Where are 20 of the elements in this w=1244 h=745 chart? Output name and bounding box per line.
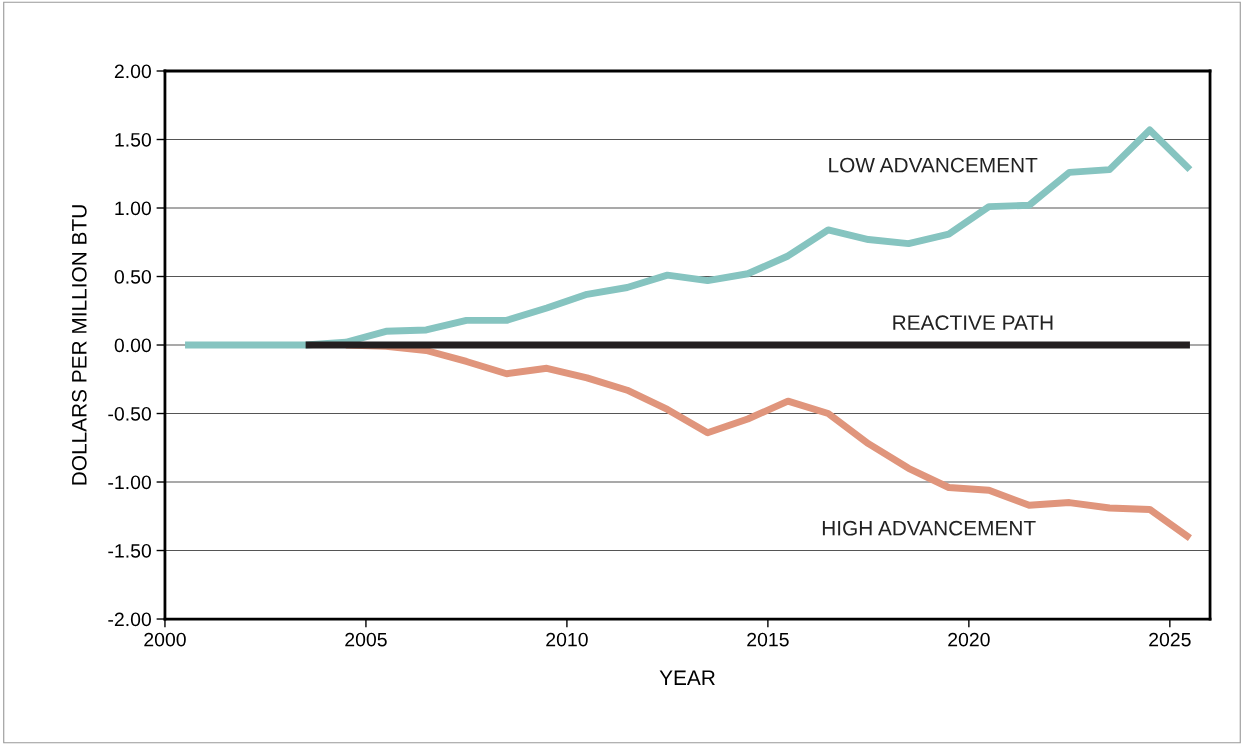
y-tick-label: -1.00 [108,475,151,490]
y-tick-label: 2.00 [114,64,151,79]
x-tick-label: 2025 [1149,632,1191,647]
y-tick-label: -1.50 [108,543,151,558]
x-axis-title: YEAR [659,670,715,685]
y-axis-title: DOLLARS PER MILLION BTU [71,205,87,485]
series-label: REACTIVE PATH [893,315,1053,331]
y-tick-label: -2.00 [108,612,151,627]
x-tick-label: 2000 [144,632,186,647]
y-tick-label: 1.50 [115,132,151,147]
y-tick-label: 0.50 [114,269,151,284]
series-label: HIGH ADVANCEMENT [822,520,1036,536]
y-tick-label: 0.00 [114,338,151,353]
x-tick-label: 2020 [948,632,990,647]
series-label: LOW ADVANCEMENT [829,157,1038,173]
x-tick-label: 2005 [345,632,387,647]
y-tick-label: 1.00 [115,201,151,216]
x-tick-label: 2015 [747,632,789,647]
x-tick-label: 2010 [546,632,588,647]
y-tick-label: -0.50 [108,406,151,421]
